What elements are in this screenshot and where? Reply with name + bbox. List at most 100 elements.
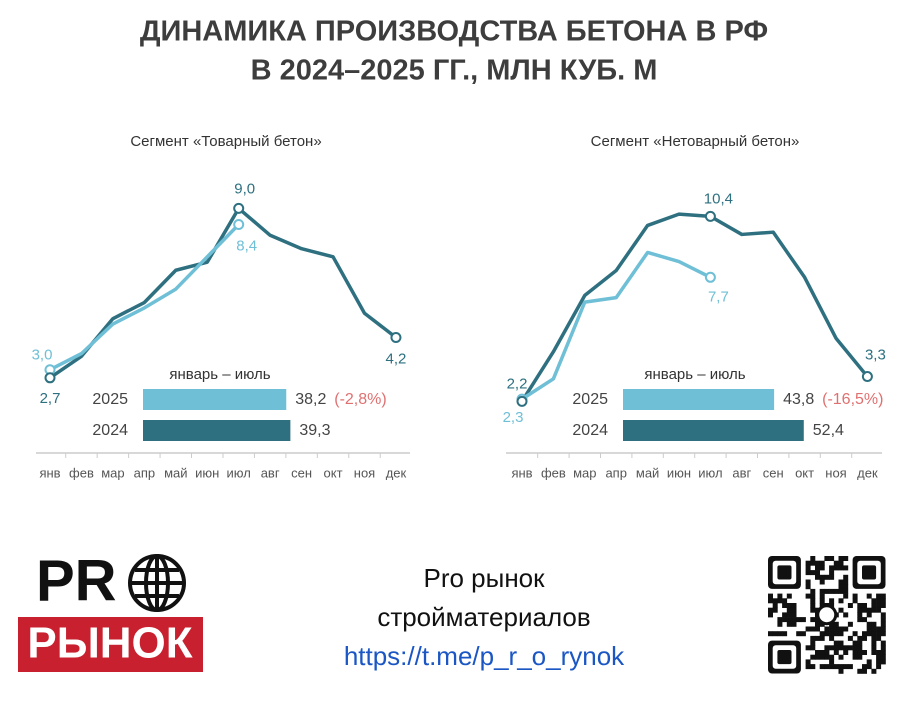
footer-url[interactable]: https://t.me/p_r_o_rynok — [344, 641, 625, 671]
data-label: 9,0 — [234, 180, 255, 197]
qr-cell — [829, 659, 835, 665]
qr-cell — [852, 654, 858, 660]
qr-cell — [880, 626, 886, 632]
qr-cell — [819, 664, 825, 670]
qr-cell — [824, 631, 830, 637]
qr-cell — [810, 607, 816, 613]
qr-cell — [847, 635, 853, 641]
qr-cell — [805, 570, 811, 576]
x-tick-label: окт — [795, 465, 814, 480]
qr-cell — [862, 650, 867, 655]
line-series — [521, 250, 712, 401]
qr-cell — [880, 640, 886, 646]
qr-cell — [866, 664, 872, 670]
qr-cell — [772, 631, 778, 637]
qr-cell — [819, 635, 825, 641]
qr-cell — [847, 621, 853, 627]
qr-cell — [847, 664, 853, 670]
qr-cell — [810, 635, 816, 641]
qr-cell — [862, 664, 867, 670]
qr-cell — [824, 664, 830, 670]
footer-line: стройматериалов — [377, 602, 590, 632]
qr-cell — [852, 650, 858, 655]
qr-cell — [866, 659, 872, 665]
qr-logo — [816, 604, 838, 626]
summary-bar — [623, 389, 775, 410]
qr-cell — [768, 598, 773, 604]
qr-cell — [796, 617, 802, 623]
summary-bar — [623, 420, 804, 441]
point-marker — [233, 202, 245, 214]
qr-cell — [782, 603, 788, 608]
qr-cell — [768, 607, 773, 613]
qr-cell — [833, 645, 839, 651]
qr-cell — [824, 588, 830, 594]
qr-cell — [857, 668, 863, 674]
qr-cell — [768, 631, 773, 637]
qr-cell — [838, 626, 844, 632]
qr-cell — [838, 607, 844, 613]
qr-cell — [819, 560, 825, 566]
qr-cell — [829, 556, 835, 561]
qr-cell — [791, 607, 797, 613]
qr-cell — [843, 574, 849, 580]
qr-cell — [815, 650, 820, 655]
qr-cell — [843, 650, 849, 655]
qr-cell — [871, 668, 877, 674]
qr-cell — [805, 593, 811, 599]
qr-cell — [862, 668, 867, 674]
qr-cell — [782, 598, 788, 604]
qr-cell — [824, 574, 830, 580]
qr-cell — [838, 579, 844, 585]
title-line: ДИНАМИКА ПРОИЗВОДСТВА БЕТОНА В РФ — [140, 16, 768, 48]
qr-cell — [815, 635, 820, 641]
qr-cell — [768, 593, 773, 599]
qr-cell — [810, 588, 816, 594]
qr-cell — [829, 598, 835, 604]
data-label: 3,3 — [865, 347, 886, 364]
brand-box — [18, 617, 203, 672]
qr-cell — [777, 593, 783, 599]
qr-cell — [782, 612, 788, 618]
qr-cell — [829, 570, 835, 576]
qr-cell — [862, 631, 867, 637]
qr-cell — [810, 645, 816, 651]
qr-cell — [862, 607, 867, 613]
chart-subtitle: Сегмент «Товарный бетон» — [130, 133, 321, 150]
summary-year: 2024 — [92, 422, 128, 439]
summary-title: январь – июль — [644, 366, 745, 383]
footer: PR РЫНОК Pro рынок стройматериалов https… — [18, 548, 886, 674]
qr-finder — [862, 565, 877, 580]
point-marker — [704, 210, 716, 222]
chart-subtitle: Сегмент «Нетоварный бетон» — [591, 133, 800, 150]
x-tick-label: дек — [857, 465, 878, 480]
qr-cell — [791, 617, 797, 623]
qr-cell — [800, 631, 806, 637]
qr-cell — [843, 579, 849, 585]
qr-cell — [866, 631, 872, 637]
qr-cell — [829, 664, 835, 670]
qr-cell — [880, 621, 886, 627]
qr-finder — [777, 650, 792, 665]
qr-cell — [819, 650, 825, 655]
x-tick-label: май — [164, 465, 187, 480]
qr-cell — [786, 612, 792, 618]
qr-cell — [857, 612, 863, 618]
summary-value: 52,4 — [813, 422, 844, 439]
qr-cell — [838, 645, 844, 651]
summary-value: 43,8 — [783, 391, 814, 408]
x-tick-label: окт — [324, 465, 343, 480]
qr-cell — [819, 579, 825, 585]
summary-year: 2025 — [572, 391, 608, 408]
qr-cell — [857, 640, 863, 646]
x-tick-label: мар — [101, 465, 124, 480]
qr-cell — [833, 631, 839, 637]
qr-cell — [819, 598, 825, 604]
qr-cell — [833, 588, 839, 594]
qr-cell — [772, 603, 778, 608]
qr-cell — [819, 621, 825, 627]
x-tick-label: ноя — [354, 465, 375, 480]
qr-cell — [847, 645, 853, 651]
data-label: 2,3 — [503, 409, 524, 426]
